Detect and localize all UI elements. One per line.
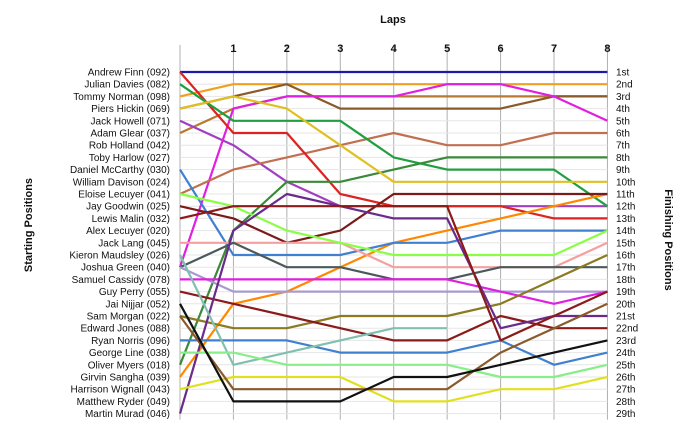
y-axis-label-right: Finishing Positions bbox=[662, 189, 674, 290]
position-line bbox=[178, 83, 608, 268]
finish-position-label: 6th bbox=[616, 129, 630, 140]
finish-position-label: 26th bbox=[616, 373, 635, 384]
start-position-label: Adam Glear (037) bbox=[91, 129, 170, 140]
y-axis-label-left: Starting Positions bbox=[23, 178, 35, 272]
position-line bbox=[178, 192, 608, 414]
position-line bbox=[179, 83, 609, 208]
lap-tick-label: 6 bbox=[498, 43, 504, 55]
start-position-label: Toby Harlow (027) bbox=[89, 153, 170, 164]
start-position-label: Sam Morgan (022) bbox=[87, 312, 170, 323]
position-line bbox=[180, 278, 608, 305]
finish-position-label: 16th bbox=[616, 251, 635, 262]
position-line bbox=[179, 253, 608, 330]
position-line bbox=[179, 303, 608, 403]
start-position-label: Girvin Sangha (039) bbox=[81, 373, 171, 384]
lap-tick-label: 3 bbox=[337, 43, 343, 55]
finish-position-label: 9th bbox=[616, 165, 630, 176]
finish-position-label: 5th bbox=[616, 116, 630, 127]
start-position-label: Jai Nijjar (052) bbox=[106, 299, 170, 310]
finish-position-label: 8th bbox=[616, 153, 630, 164]
finish-position-label: 14th bbox=[616, 226, 635, 237]
finish-position-label: 17th bbox=[616, 263, 635, 274]
start-position-label: George Line (038) bbox=[89, 348, 170, 359]
start-position-label: Daniel McCarthy (030) bbox=[70, 165, 170, 176]
start-position-label: Lewis Malin (032) bbox=[92, 214, 170, 225]
finish-position-label: 3rd bbox=[616, 92, 630, 103]
finish-position-label: 15th bbox=[616, 238, 635, 249]
start-position-label: Martin Murad (046) bbox=[85, 409, 170, 420]
position-line bbox=[179, 83, 608, 110]
start-position-label: Piers Hickin (069) bbox=[91, 104, 170, 115]
position-line bbox=[179, 375, 608, 403]
lap-tick-label: 4 bbox=[391, 43, 398, 55]
position-line bbox=[179, 131, 608, 196]
position-line bbox=[179, 83, 608, 98]
start-position-label: Andrew Finn (092) bbox=[88, 68, 170, 79]
finish-position-label: 2nd bbox=[616, 80, 633, 91]
finish-position-label: 25th bbox=[616, 360, 635, 371]
lap-tick-label: 5 bbox=[444, 43, 450, 55]
finish-position-label: 11th bbox=[616, 190, 635, 201]
lap-tick-label: 8 bbox=[604, 43, 610, 55]
start-position-label: Matthew Ryder (049) bbox=[77, 397, 170, 408]
lap-tick-label: 2 bbox=[284, 43, 290, 55]
finish-position-label: 4th bbox=[616, 104, 630, 115]
position-line bbox=[179, 95, 608, 183]
finish-position-label: 22nd bbox=[616, 324, 638, 335]
start-position-label: Jack Howell (071) bbox=[91, 116, 170, 127]
start-position-label: Edward Jones (088) bbox=[81, 324, 171, 335]
position-line bbox=[179, 192, 608, 244]
start-position-label: Jack Lang (045) bbox=[98, 238, 170, 249]
finish-position-label: 10th bbox=[616, 177, 635, 188]
position-line bbox=[179, 192, 608, 257]
finish-position-label: 13th bbox=[616, 214, 635, 225]
start-position-label: Eloise Lecuyer (041) bbox=[78, 190, 170, 201]
start-position-label: Ryan Norris (096) bbox=[91, 336, 170, 347]
finish-position-label: 19th bbox=[616, 287, 635, 298]
start-position-label: Jay Goodwin (025) bbox=[86, 202, 170, 213]
start-position-label: Kieron Maudsley (026) bbox=[69, 251, 170, 262]
finish-position-label: 1st bbox=[616, 68, 630, 79]
lap-tick-label: 1 bbox=[230, 43, 236, 55]
finish-position-label: 7th bbox=[616, 141, 630, 152]
start-position-label: William Davison (024) bbox=[73, 177, 170, 188]
start-position-label: Samuel Cassidy (078) bbox=[72, 275, 170, 286]
start-position-label: Julian Davies (082) bbox=[84, 80, 170, 91]
finish-position-label: 12th bbox=[616, 202, 635, 213]
start-position-label: Joshua Green (040) bbox=[81, 263, 170, 274]
position-line bbox=[179, 266, 608, 293]
axis-labels: 1 2 3 4 5 6 7 8 Andrew Finn (092)Julian Davies (… bbox=[69, 43, 638, 420]
start-position-label: Alex Lecuyer (020) bbox=[86, 226, 170, 237]
position-line bbox=[179, 205, 608, 342]
finish-position-label: 21st bbox=[616, 312, 635, 323]
position-line bbox=[179, 302, 608, 391]
finish-position-label: 29th bbox=[616, 409, 635, 420]
position-line bbox=[180, 351, 608, 379]
finish-position-label: 23rd bbox=[616, 336, 636, 347]
finish-position-label: 28th bbox=[616, 397, 635, 408]
start-position-label: Oliver Myers (018) bbox=[88, 360, 170, 371]
chart-title: Laps bbox=[380, 14, 406, 26]
position-line bbox=[179, 169, 608, 257]
position-line bbox=[179, 254, 448, 366]
lap-tick-label: 7 bbox=[551, 43, 557, 55]
position-lines bbox=[178, 70, 609, 414]
start-position-label: Tommy Norman (098) bbox=[73, 92, 170, 103]
finish-position-label: 27th bbox=[616, 385, 635, 396]
finish-position-label: 18th bbox=[616, 275, 635, 286]
finish-position-label: 24th bbox=[616, 348, 635, 359]
start-position-label: Guy Perry (055) bbox=[99, 287, 170, 298]
start-position-label: Rob Holland (042) bbox=[89, 141, 170, 152]
start-position-label: Harrison Wignall (043) bbox=[71, 385, 170, 396]
finish-position-label: 20th bbox=[616, 299, 635, 310]
